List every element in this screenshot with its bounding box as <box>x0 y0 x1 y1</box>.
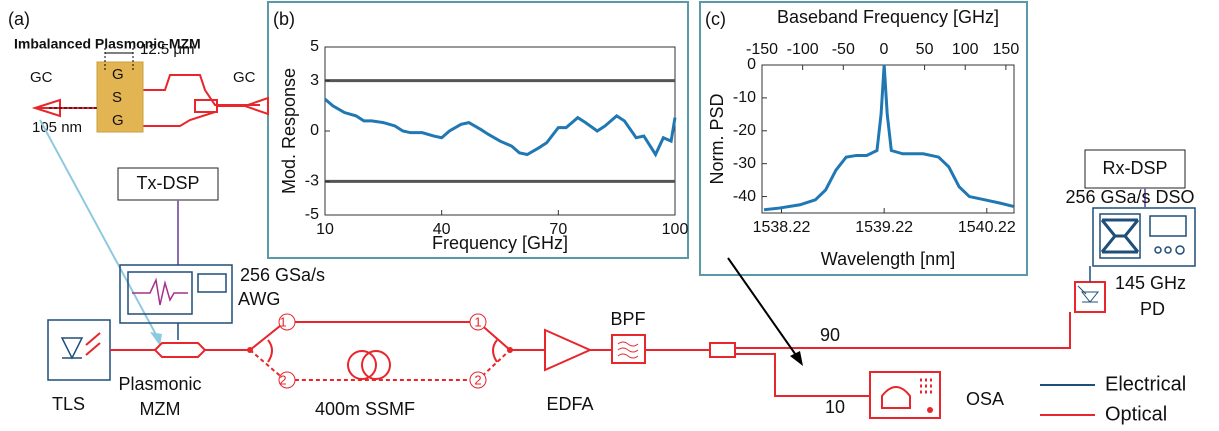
panel-c-frame <box>699 1 1028 276</box>
block-label: Tx-DSP <box>137 173 200 193</box>
gc-label: GC <box>30 69 53 86</box>
x-tick-label: 40 <box>433 221 451 238</box>
legend-label: Electrical <box>1105 373 1186 395</box>
x2-axis-label: Baseband Frequency [GHz] <box>777 7 999 27</box>
x2-tick-label: 100 <box>952 41 979 58</box>
y-tick-label: 5 <box>310 38 319 55</box>
data-line <box>763 64 1014 212</box>
y-axis-label: Mod. Response <box>279 68 299 194</box>
y-tick-label: -3 <box>305 173 319 190</box>
x-tick-label: 70 <box>549 221 567 238</box>
panel-label: (b) <box>273 9 295 29</box>
tls-icon <box>47 319 111 381</box>
port-label: 2 <box>474 372 481 387</box>
y-tick-label: 3 <box>310 72 319 89</box>
tx-dsp-box <box>117 167 219 201</box>
x-tick-label: 1538.22 <box>753 219 811 236</box>
mzm-inset <box>31 48 269 133</box>
y-tick-label: 0 <box>747 56 756 73</box>
y-tick-label: -20 <box>733 122 756 139</box>
block-label: PD <box>1140 299 1165 319</box>
block-label: BPF <box>610 309 645 329</box>
x-tick-label: 1540.22 <box>958 219 1016 236</box>
block-label: 145 GHz <box>1115 273 1186 293</box>
x-tick-label: 100 <box>662 221 689 238</box>
dimension-label: 12.5 μm <box>140 41 195 58</box>
block-label: Plasmonic <box>118 374 201 394</box>
split-label: 90 <box>820 325 840 345</box>
x-axis-label: Wavelength [nm] <box>821 249 955 269</box>
y-tick-label: -10 <box>733 89 756 106</box>
x2-tick-label: -50 <box>832 41 855 58</box>
instrument-label: 256 GSa/s DSO <box>1065 187 1194 207</box>
y-tick-label: -5 <box>305 206 319 223</box>
x2-tick-label: 150 <box>993 41 1020 58</box>
block-label: MZM <box>140 399 181 419</box>
inset-title: Imbalanced Plasmonic MZM <box>14 36 201 52</box>
inset-pointer <box>39 119 161 343</box>
x2-tick-label: 50 <box>916 41 934 58</box>
y-tick-label: -30 <box>733 155 756 172</box>
plot-frame <box>324 46 676 216</box>
plot-frame <box>761 64 1015 214</box>
gc-label: GC <box>233 69 256 86</box>
panel-b-frame <box>267 1 689 259</box>
x-tick-label: 1539.22 <box>855 219 913 236</box>
x-tick-label: 10 <box>316 221 334 238</box>
x2-tick-label: 0 <box>879 41 888 58</box>
inset-pointer-head <box>150 332 162 346</box>
block-label: TLS <box>52 394 85 414</box>
block-label: OSA <box>966 389 1004 409</box>
port-label: 1 <box>474 314 481 329</box>
y-axis-label: Norm. PSD <box>707 93 727 184</box>
data-line <box>324 97 677 158</box>
legend: Electrical Optical <box>1040 373 1186 425</box>
electrode-label: G <box>112 66 124 83</box>
electrode-label: S <box>112 89 122 106</box>
port-label: 2 <box>279 372 286 387</box>
instrument-label: 256 GSa/s <box>240 265 325 285</box>
block-label: 400m SSMF <box>315 399 415 419</box>
panel-pointer <box>727 257 799 359</box>
x-axis-label: Frequency [GHz] <box>432 233 568 253</box>
dimension-label: 105 nm <box>32 119 82 136</box>
panel-pointer-head <box>790 351 803 366</box>
panel-label: (c) <box>705 9 726 29</box>
port-label: 1 <box>279 314 286 329</box>
optical-path <box>110 281 1106 419</box>
instrument-label: AWG <box>238 289 280 309</box>
split-label: 10 <box>825 397 845 417</box>
legend-label: Optical <box>1105 403 1167 425</box>
awg-icon <box>119 264 233 340</box>
x2-tick-label: -100 <box>787 41 819 58</box>
panel-label: (a) <box>8 9 30 29</box>
electrode-label: G <box>112 112 124 129</box>
block-label: EDFA <box>546 394 593 414</box>
rx-dsp-box <box>1084 149 1186 189</box>
block-label: Rx-DSP <box>1102 158 1167 178</box>
dso-icon <box>1089 207 1196 282</box>
y-tick-label: -40 <box>733 188 756 205</box>
x2-tick-label: -150 <box>746 41 778 58</box>
y-tick-label: 0 <box>310 122 319 139</box>
